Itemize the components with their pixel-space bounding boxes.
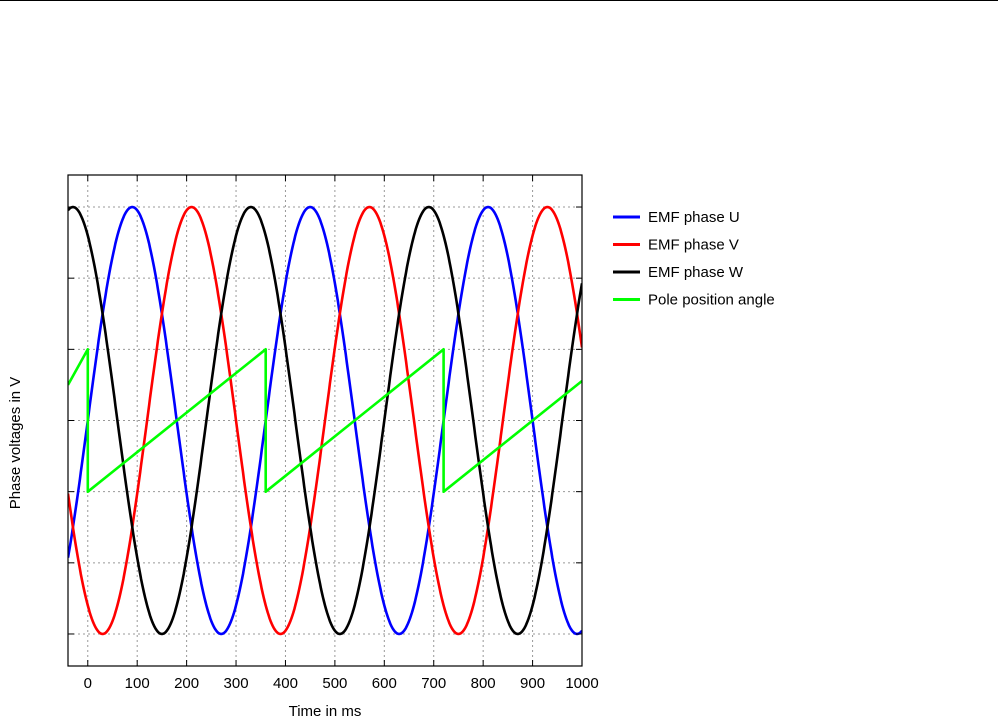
legend-item-emf-phase-w-label: EMF phase W — [648, 264, 744, 281]
x-tick-label-10: 1000 — [565, 675, 598, 692]
x-tick-label-3: 300 — [224, 675, 249, 692]
x-tick-label-0: 0 — [84, 675, 92, 692]
x-tick-label-5: 500 — [322, 675, 347, 692]
x-tick-label-8: 800 — [471, 675, 496, 692]
series-group — [68, 205, 582, 636]
top-border-line — [0, 0, 998, 1]
legend: EMF phase U EMF phase V EMF phase W Pole po… — [613, 209, 775, 309]
emf-phase-v-line — [68, 205, 582, 636]
x-axis: 0 100 200 300 400 500 600 700 800 900 1000 — [68, 175, 599, 692]
x-tick-label-9: 900 — [520, 675, 545, 692]
x-tick-label-4: 400 — [273, 675, 298, 692]
y-axis-label: Phase voltages in V — [7, 377, 24, 510]
legend-item-emf-phase-u-label: EMF phase U — [648, 209, 740, 226]
x-tick-label-1: 100 — [125, 675, 150, 692]
x-axis-label: Time in ms — [289, 703, 362, 720]
legend-item-emf-phase-v-label: EMF phase V — [648, 237, 739, 254]
emf-phase-w-line — [68, 205, 582, 636]
pole-position-angle-line — [68, 348, 582, 493]
emf-phase-u-line — [68, 205, 582, 636]
x-tick-label-7: 700 — [421, 675, 446, 692]
x-tick-label-2: 200 — [174, 675, 199, 692]
legend-item-pole-position-angle-label: Pole position angle — [648, 292, 775, 309]
x-tick-label-6: 600 — [372, 675, 397, 692]
